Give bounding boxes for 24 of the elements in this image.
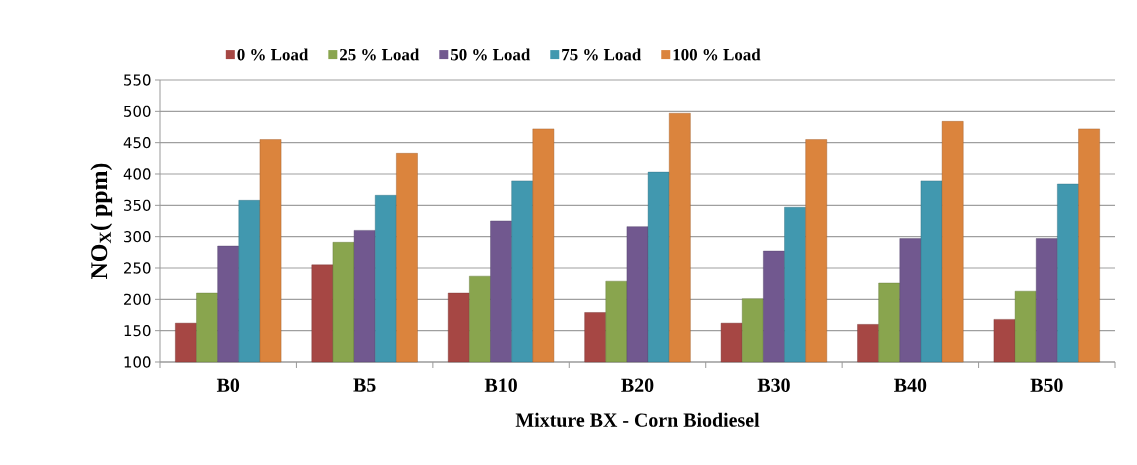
x-tick-label: B0	[216, 378, 240, 392]
legend-label: 50 % Load	[450, 48, 531, 61]
legend-label: 100 % Load	[673, 48, 761, 61]
y-tick-label: 550	[124, 74, 151, 86]
y-tick-label: 500	[124, 105, 151, 117]
x-tick-label: B50	[1030, 378, 1063, 392]
y-tick-label: 150	[124, 325, 151, 337]
y-axis-title: NO$_{X}$( ppm)	[90, 163, 113, 279]
legend-label: 0 % Load	[237, 48, 309, 61]
y-tick-label: 350	[124, 199, 151, 211]
legend-label: 75 % Load	[562, 48, 642, 61]
x-axis-title: Mixture BX - Corn Biodiesel	[515, 412, 760, 427]
y-tick-label: 450	[123, 137, 151, 149]
x-tick-label: B5	[353, 378, 376, 392]
x-tick-label: B10	[484, 378, 517, 392]
y-tick-label: 100	[124, 356, 151, 368]
x-tick-label: B20	[621, 378, 654, 392]
legend-label: 25 % Load	[340, 48, 420, 61]
y-tick-label: 250	[124, 262, 151, 274]
x-tick-label: B30	[757, 378, 790, 392]
y-tick-label: 400	[123, 168, 151, 180]
x-tick-label: B40	[894, 378, 927, 392]
y-tick-label: 200	[124, 293, 151, 305]
y-tick-label: 300	[124, 231, 151, 243]
